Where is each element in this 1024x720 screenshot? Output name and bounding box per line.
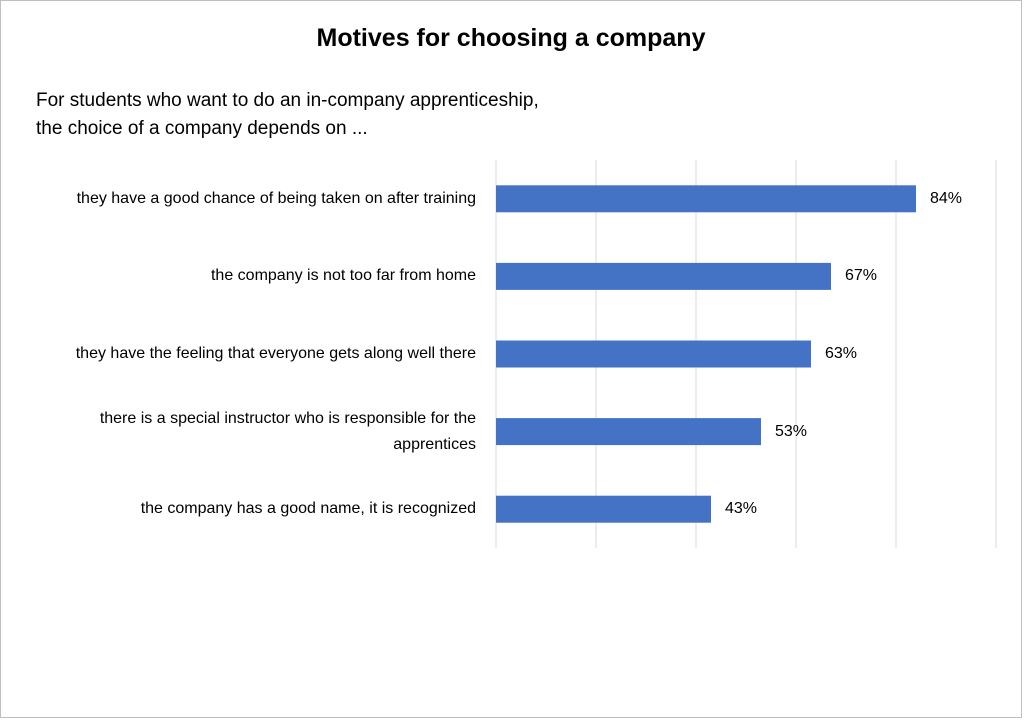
category-label: the company has a good name, it is recog… <box>140 500 476 518</box>
category-label: there is a special instructor who is res… <box>99 409 476 453</box>
value-label: 43% <box>725 500 758 518</box>
bar <box>496 418 761 446</box>
category-label: they have a good chance of being taken o… <box>76 189 476 207</box>
category-label: the company is not too far from home <box>210 267 476 285</box>
value-label: 63% <box>825 345 858 362</box>
bar <box>496 262 831 290</box>
value-label: 53% <box>775 422 808 440</box>
bar <box>496 185 916 213</box>
value-label: 84% <box>930 189 963 207</box>
category-label: they have the feeling that everyone gets… <box>75 345 476 362</box>
bar <box>496 340 811 368</box>
value-label: 67% <box>845 267 878 285</box>
bar <box>496 495 711 523</box>
chart-subtitle: For students who want to do an in-compan… <box>36 90 539 139</box>
chart-title: Motives for choosing a company <box>316 24 706 52</box>
